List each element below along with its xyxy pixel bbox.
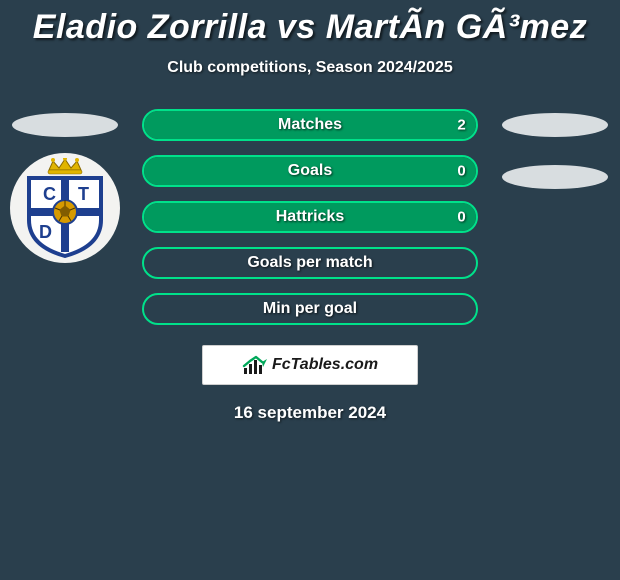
stat-label: Goals [288,162,332,180]
right-player-col [496,109,614,189]
stat-row: Hattricks 0 [142,201,477,233]
bar-chart-icon [242,354,268,376]
stat-row: Matches 2 [142,109,477,141]
right-avatar-bottom [502,165,608,189]
right-avatar-top [502,113,608,137]
content-row: C T D Matches 2 Goals 0 Hattricks 0 Goals per … [0,109,620,325]
stat-label: Matches [278,116,342,134]
left-player-col: C T D [6,109,124,263]
page-title: Eladio Zorrilla vs MartÃ­n GÃ³mez [0,8,620,47]
stat-label: Goals per match [247,254,372,272]
stat-value-right: 2 [457,117,465,134]
crown-icon [48,158,82,174]
badge-letter-d: D [39,222,52,242]
stats-column: Matches 2 Goals 0 Hattricks 0 Goals per match M… [142,109,477,325]
left-club-badge: C T D [10,153,120,263]
stat-value-right: 0 [457,209,465,226]
stat-value-right: 0 [457,163,465,180]
tenerife-crest-icon: C T D [19,158,111,258]
attribution-box[interactable]: FcTables.com [202,345,418,385]
subtitle: Club competitions, Season 2024/2025 [0,59,620,77]
stat-label: Min per goal [263,300,357,318]
date-text: 16 september 2024 [0,403,620,423]
badge-letter-c: C [43,184,56,204]
stat-row: Goals 0 [142,155,477,187]
left-avatar-top [12,113,118,137]
badge-letter-t: T [78,184,89,204]
stat-label: Hattricks [276,208,344,226]
stat-row: Goals per match [142,247,477,279]
stat-row: Min per goal [142,293,477,325]
comparison-infographic: Eladio Zorrilla vs MartÃ­n GÃ³mez Club c… [0,0,620,423]
attribution-text: FcTables.com [272,356,378,374]
